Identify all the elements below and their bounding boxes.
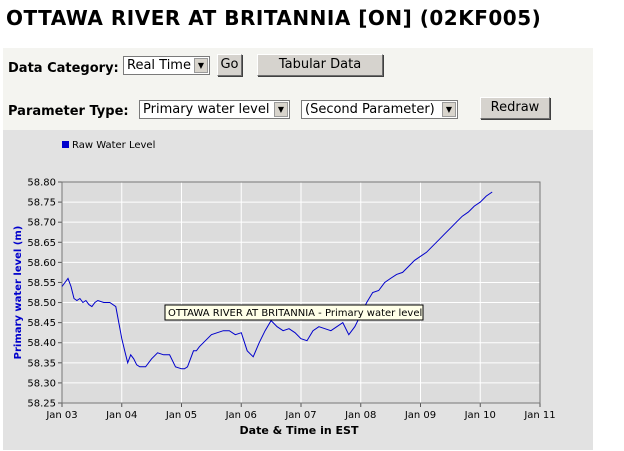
x-tick-label: Jan 04 — [105, 410, 137, 421]
y-tick-label: 58.65 — [27, 238, 56, 249]
chevron-down-icon: ▼ — [442, 102, 456, 117]
chevron-down-icon: ▼ — [194, 58, 208, 73]
y-tick-label: 58.35 — [27, 358, 56, 369]
tooltip-text: OTTAWA RIVER AT BRITANNIA - Primary wate… — [168, 308, 422, 319]
y-tick-label: 58.25 — [27, 399, 56, 410]
y-tick-label: 58.75 — [27, 198, 56, 209]
data-category-value: Real Time — [127, 58, 191, 73]
parameter-select[interactable]: Primary water level ▼ — [139, 100, 290, 119]
y-tick-label: 58.55 — [27, 278, 56, 289]
x-tick-label: Jan 07 — [284, 410, 316, 421]
x-tick-label: Jan 03 — [45, 410, 77, 421]
redraw-button[interactable]: Redraw — [480, 97, 550, 119]
tooltip: OTTAWA RIVER AT BRITANNIA - Primary wate… — [164, 304, 424, 321]
parameter-value: Primary water level — [143, 102, 270, 117]
second-parameter-select[interactable]: (Second Parameter) ▼ — [301, 100, 458, 119]
x-tick-label: Jan 05 — [165, 410, 197, 421]
plot-border — [61, 181, 541, 404]
y-tick-label: 58.45 — [27, 318, 56, 329]
data-category-label: Data Category: — [8, 61, 119, 76]
y-tick-label: 58.60 — [27, 258, 56, 269]
x-tick-label: Jan 08 — [344, 410, 376, 421]
x-tick-label: Jan 06 — [225, 410, 257, 421]
y-tick-label: 58.70 — [27, 218, 56, 229]
chevron-down-icon: ▼ — [274, 102, 288, 117]
page-title: OTTAWA RIVER AT BRITANNIA [ON] (02KF005) — [6, 6, 542, 30]
x-tick-label: Jan 10 — [464, 410, 496, 421]
data-category-select[interactable]: Real Time ▼ — [123, 56, 210, 75]
go-button[interactable]: Go — [217, 54, 242, 76]
x-axis-label: Date & Time in EST — [240, 424, 359, 437]
y-axis-label: Primary water level (m) — [13, 226, 24, 360]
y-tick-label: 58.50 — [27, 298, 56, 309]
y-tick-label: 58.30 — [27, 378, 56, 389]
tabular-data-button[interactable]: Tabular Data — [257, 54, 383, 76]
second-parameter-value: (Second Parameter) — [305, 102, 435, 117]
parameter-type-label: Parameter Type: — [8, 104, 129, 119]
x-tick-label: Jan 09 — [404, 410, 436, 421]
legend-swatch — [62, 141, 69, 148]
y-tick-label: 58.80 — [27, 178, 56, 189]
y-tick-label: 58.40 — [27, 338, 56, 349]
x-tick-label: Jan 11 — [523, 410, 555, 421]
legend-label: Raw Water Level — [72, 140, 155, 151]
series-line — [61, 191, 493, 370]
